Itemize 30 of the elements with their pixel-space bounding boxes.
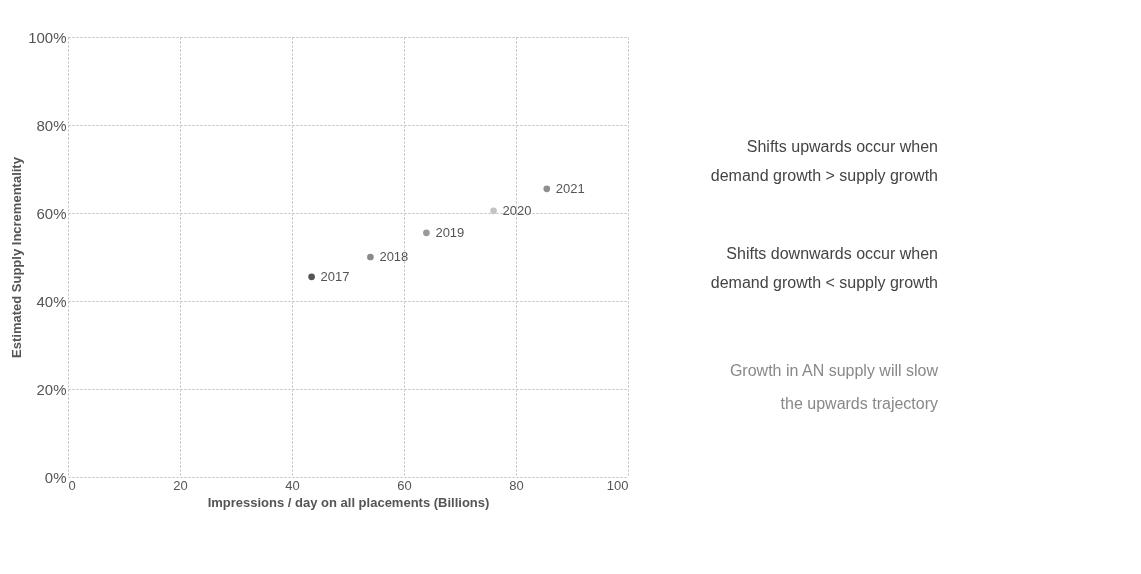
point xyxy=(490,207,497,215)
annotation: 2017 xyxy=(320,268,350,284)
y-tick-label: 0% xyxy=(44,468,67,486)
point xyxy=(423,229,430,237)
x-tick-label: 60 xyxy=(397,477,412,493)
y-tick-label: 20% xyxy=(36,380,67,398)
point xyxy=(543,185,551,193)
annotation: 2018 xyxy=(379,249,409,264)
y-tick-label: 100% xyxy=(28,28,67,46)
y-tick-label: 40% xyxy=(36,292,67,310)
point xyxy=(308,273,315,281)
text: Shifts upwards occur when xyxy=(746,138,938,155)
y-tick-label: 60% xyxy=(36,204,67,222)
annotation: 2019 xyxy=(435,224,465,240)
x-tick-label: 40 xyxy=(285,477,300,493)
x-tick-label: 80 xyxy=(509,477,524,493)
x-tick-label: 0 xyxy=(68,477,76,493)
text: demand growth < supply growth xyxy=(710,274,938,292)
y-axis-title: Estimated Supply Incrementality xyxy=(9,156,25,358)
x-axis-title: Impressions / day on all placements (Billions) xyxy=(207,494,490,510)
text: the upwards trajectory xyxy=(780,394,938,412)
point xyxy=(367,253,374,261)
annotation: 2021 xyxy=(555,180,585,196)
text: Growth in AN supply will slow xyxy=(729,362,939,380)
x-tick-label: 100 xyxy=(606,477,629,493)
text: demand growth > supply growth xyxy=(710,167,938,185)
y-tick-label: 80% xyxy=(36,116,67,134)
annotation: 2020 xyxy=(502,202,532,218)
text: Shifts downwards occur when xyxy=(726,245,938,263)
x-tick-label: 20 xyxy=(173,477,188,493)
